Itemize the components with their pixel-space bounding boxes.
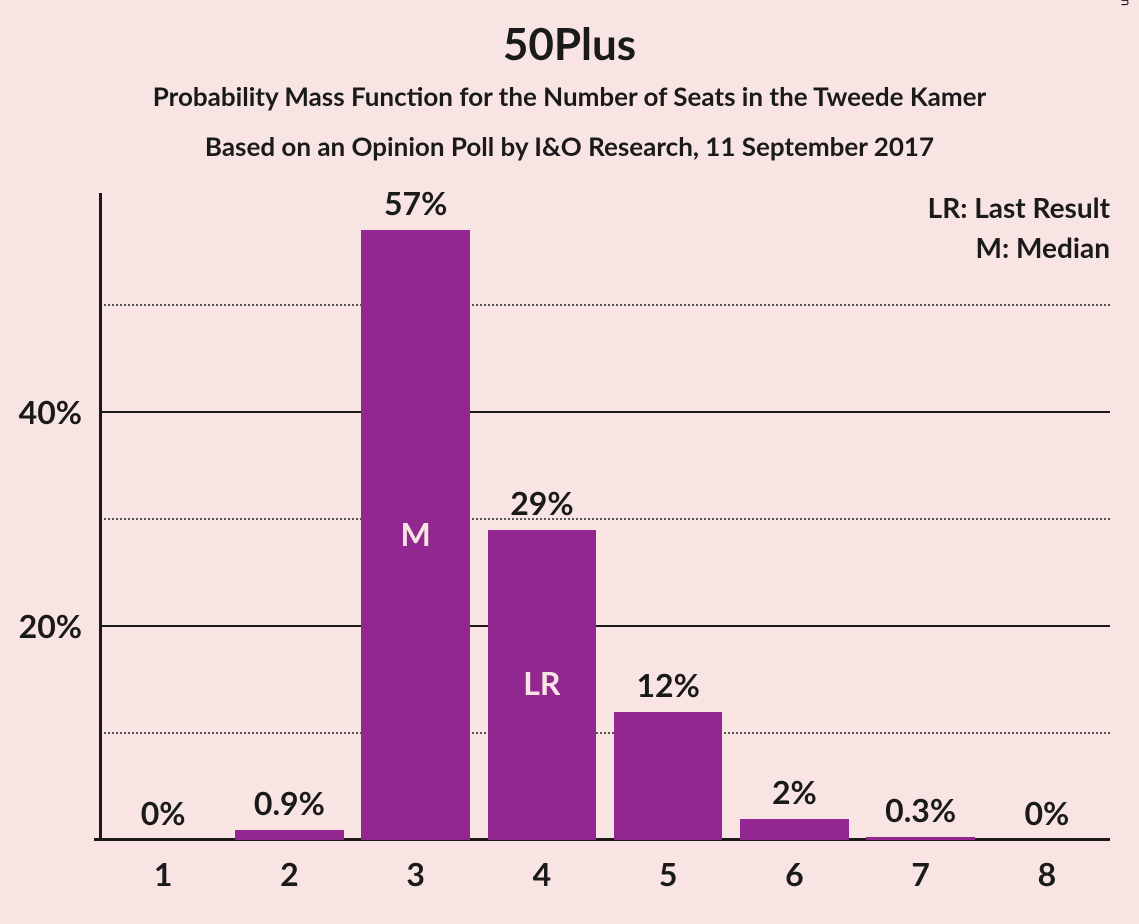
copyright-label: © 2020 Filip van Laenen bbox=[1119, 0, 1135, 6]
grid-major-line bbox=[100, 411, 1110, 413]
chart-canvas: © 2020 Filip van Laenen 50Plus Probabili… bbox=[0, 0, 1139, 924]
x-tick-label: 1 bbox=[154, 854, 173, 893]
grid-minor-line bbox=[100, 732, 1110, 734]
bar: LR bbox=[488, 530, 597, 840]
chart-title: 50Plus bbox=[0, 18, 1139, 70]
bar bbox=[614, 712, 723, 840]
bar-value-label: 0.9% bbox=[254, 783, 325, 822]
x-tick-label: 8 bbox=[1038, 854, 1057, 893]
bar-value-label: 0% bbox=[1024, 793, 1069, 832]
bar-inner-label: LR bbox=[488, 663, 597, 702]
grid-major-line bbox=[100, 625, 1110, 627]
bar: M bbox=[361, 230, 470, 840]
x-tick-label: 6 bbox=[785, 854, 804, 893]
grid-minor-line bbox=[100, 518, 1110, 520]
chart-subtitle-1: Probability Mass Function for the Number… bbox=[0, 80, 1139, 112]
x-tick-label: 4 bbox=[533, 854, 552, 893]
y-axis bbox=[99, 193, 102, 841]
legend-line: LR: Last Result bbox=[928, 190, 1110, 224]
bar bbox=[866, 837, 975, 840]
chart-subtitle-2: Based on an Opinion Poll by I&O Research… bbox=[0, 130, 1139, 162]
bar-value-label: 0% bbox=[141, 793, 186, 832]
x-tick-label: 2 bbox=[280, 854, 299, 893]
y-tick-label: 40% bbox=[0, 392, 82, 431]
bar-value-label: 0.3% bbox=[885, 790, 956, 829]
grid-minor-line bbox=[100, 304, 1110, 306]
bar-value-label: 29% bbox=[510, 483, 573, 522]
x-tick-label: 7 bbox=[911, 854, 930, 893]
bar bbox=[235, 830, 344, 840]
bar-value-label: 2% bbox=[772, 772, 817, 811]
x-tick-label: 5 bbox=[659, 854, 678, 893]
bar-inner-label: M bbox=[361, 514, 470, 553]
bar bbox=[740, 819, 849, 840]
bar-value-label: 12% bbox=[636, 665, 699, 704]
bar-value-label: 57% bbox=[384, 183, 447, 222]
plot-area: 20%40%0%10.9%2M57%3LR29%412%52%60.3%70%8… bbox=[100, 230, 1110, 840]
y-tick-label: 20% bbox=[0, 606, 82, 645]
x-tick-label: 3 bbox=[406, 854, 425, 893]
legend-line: M: Median bbox=[976, 230, 1110, 264]
